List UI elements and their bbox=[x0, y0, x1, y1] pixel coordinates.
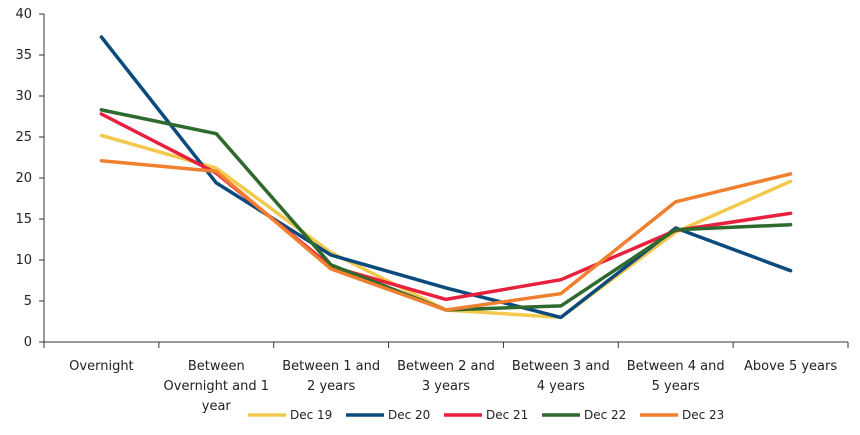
y-tick-label: 30 bbox=[15, 89, 32, 104]
y-tick-label: 5 bbox=[24, 294, 32, 309]
x-tick-label: Above 5 years bbox=[744, 359, 837, 374]
series-line-dec-20 bbox=[99, 35, 793, 320]
legend-label: Dec 23 bbox=[682, 408, 724, 422]
legend-label: Dec 22 bbox=[584, 408, 626, 422]
series-line-dec-19 bbox=[99, 133, 793, 320]
series-line-dec-23 bbox=[99, 159, 793, 312]
y-tick-label: 0 bbox=[24, 335, 32, 350]
x-tick-label: Overnight bbox=[69, 359, 133, 374]
y-tick-label: 40 bbox=[15, 7, 32, 22]
x-axis: Overnight Between Overnight and 1 year Betwe… bbox=[43, 341, 849, 414]
series-line-dec-21 bbox=[99, 112, 793, 302]
series-lines bbox=[99, 35, 793, 320]
legend-label: Dec 21 bbox=[486, 408, 528, 422]
legend-label: Dec 19 bbox=[290, 408, 332, 422]
y-axis: 0 5 10 15 20 25 30 35 40 bbox=[15, 7, 45, 350]
x-tick-label: Between Overnight and 1 year bbox=[164, 359, 269, 414]
x-tick-label: Between 1 and 2 years bbox=[282, 359, 380, 394]
legend-label: Dec 20 bbox=[388, 408, 430, 422]
y-tick-label: 20 bbox=[15, 171, 32, 186]
x-tick-label: Between 4 and 5 years bbox=[627, 359, 725, 394]
y-tick-label: 35 bbox=[15, 48, 32, 63]
x-tick-label: Between 3 and 4 years bbox=[512, 359, 610, 394]
y-tick-label: 15 bbox=[15, 212, 32, 227]
series-line-dec-22 bbox=[99, 108, 793, 312]
y-tick-label: 25 bbox=[15, 130, 32, 145]
legend: Dec 19 Dec 20 Dec 21 Dec 22 Dec 23 bbox=[248, 408, 724, 422]
y-tick-label: 10 bbox=[15, 253, 32, 268]
x-tick-label: Between 2 and 3 years bbox=[397, 359, 495, 394]
